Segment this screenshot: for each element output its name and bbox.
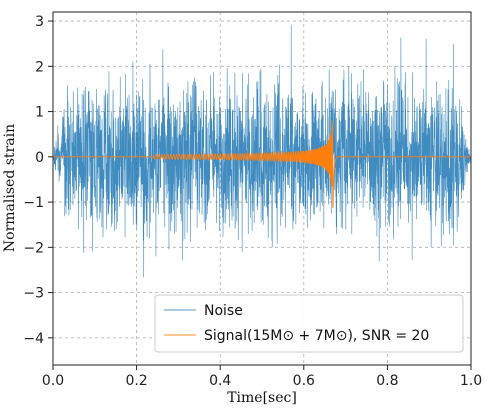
axis-ticks: 0.0 0.2 0.4 0.6 0.8 1.0 −4 −3 −2 −1 0 1 2 3 xyxy=(23,14,482,389)
signal-series xyxy=(53,120,471,209)
y-tick-label: −2 xyxy=(23,240,44,256)
y-tick-label: 3 xyxy=(35,14,44,30)
noise-line xyxy=(52,24,472,278)
x-tick-label: 0.8 xyxy=(376,373,398,389)
x-axis-label: Time[sec] xyxy=(227,390,297,406)
x-tick-label: 0.0 xyxy=(42,373,64,389)
noise-series xyxy=(52,24,472,278)
y-tick-label: 1 xyxy=(35,105,44,121)
plot-frame xyxy=(52,11,472,366)
y-tick-label: −4 xyxy=(23,331,44,347)
signal-line xyxy=(53,120,471,209)
x-tick-label: 0.2 xyxy=(125,373,147,389)
legend-box xyxy=(154,294,464,353)
x-tick-label: 0.4 xyxy=(209,373,231,389)
y-tick-label: −3 xyxy=(23,286,44,302)
y-tick-label: 0 xyxy=(35,150,44,166)
legend-noise-label: Noise xyxy=(204,303,243,319)
legend: Noise Signal(15M⊙ + 7M⊙), SNR = 20 xyxy=(154,294,464,353)
y-axis-label: Normalised strain xyxy=(2,124,18,252)
y-tick-label: −1 xyxy=(23,195,44,211)
legend-signal-label: Signal(15M⊙ + 7M⊙), SNR = 20 xyxy=(204,328,429,344)
x-tick-label: 0.6 xyxy=(293,373,315,389)
x-tick-label: 1.0 xyxy=(460,373,482,389)
y-tick-label: 2 xyxy=(35,59,44,75)
